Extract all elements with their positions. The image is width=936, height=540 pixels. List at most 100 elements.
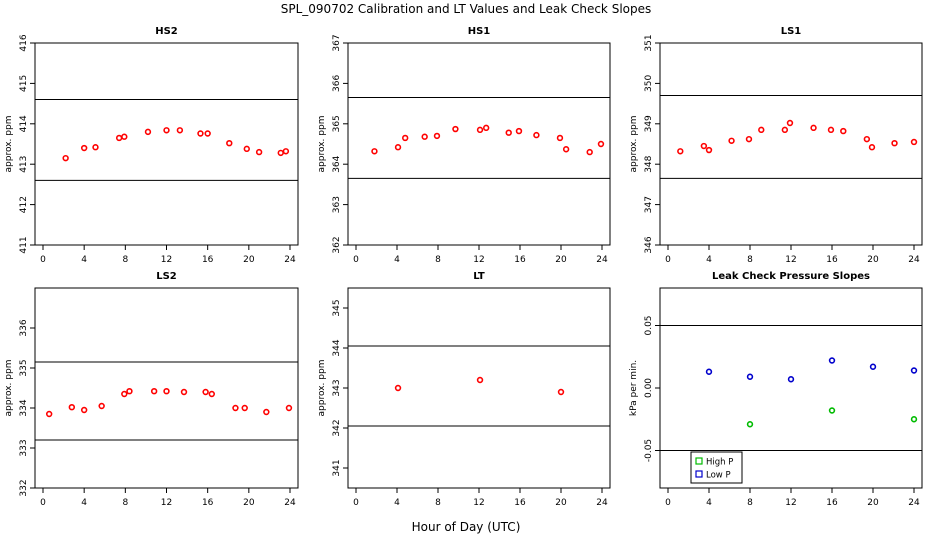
panel-hs1: HS1 approx. ppm 0 4 8 12 16 20 24 362 363 364 365 366… [317, 26, 611, 265]
legend-swatch [695, 470, 703, 478]
data-point-cal [62, 154, 69, 162]
data-point-cal [515, 127, 523, 135]
data-point-cal [745, 135, 753, 143]
y-tick-label: 415 [19, 75, 29, 92]
figure-title: SPL_090702 Calibration and LT Values and… [281, 2, 652, 16]
data-point-cal [163, 388, 170, 395]
plot-frame [34, 42, 299, 246]
y-tick-label: 412 [19, 196, 29, 213]
data-point-cal [226, 139, 233, 147]
data-point-cal [482, 124, 490, 132]
panel-leak-check-pressure-slopes: Leak Check Pressure Slopes kPa per min. 0 4… [629, 271, 923, 508]
data-point-cal [452, 125, 459, 133]
x-tick-label: 12 [785, 498, 796, 508]
panel-title: LS2 [156, 271, 177, 282]
data-point-cal [868, 144, 876, 151]
y-tick-label: 342 [332, 419, 342, 436]
data-point-cal [863, 135, 871, 143]
data-point-lt [557, 388, 565, 396]
y-tick-label: 343 [332, 379, 342, 396]
y-tick-label: 364 [332, 155, 342, 172]
y-tick-label: 362 [332, 236, 342, 253]
data-point-cal [421, 133, 428, 140]
x-tick-label: 0 [665, 255, 671, 265]
x-tick-label: 24 [284, 255, 296, 265]
data-point-low-p [828, 357, 836, 364]
x-tick-label: 24 [596, 255, 608, 265]
data-point-lt [476, 376, 484, 384]
y-tick-label: 335 [19, 359, 29, 376]
y-tick-label: 414 [19, 115, 29, 132]
y-tick-label: 346 [644, 236, 654, 253]
data-point-cal [204, 130, 211, 137]
x-tick-label: 8 [747, 498, 753, 508]
x-tick-label: 24 [908, 255, 920, 265]
x-tick-label: 0 [353, 255, 359, 265]
data-point-high-p [828, 407, 836, 414]
data-point-cal [255, 148, 263, 156]
data-point-cal [810, 124, 817, 132]
y-axis-label: approx. ppm [4, 360, 14, 417]
data-point-low-p [910, 367, 918, 374]
data-point-cal [180, 388, 188, 396]
data-point-cal [150, 388, 158, 395]
data-point-cal [786, 119, 794, 127]
y-axis-label: approx. ppm [317, 360, 327, 417]
plot-frame [347, 287, 611, 489]
data-point-low-p [705, 368, 713, 375]
data-point-cal [115, 134, 123, 142]
x-tick-label: 8 [122, 498, 128, 508]
data-point-cal [700, 142, 708, 150]
data-point-cal [263, 408, 270, 416]
y-tick-label: 333 [19, 439, 29, 456]
panel-title: LT [473, 271, 485, 282]
data-point-cal [121, 133, 128, 140]
data-point-cal [202, 388, 209, 396]
y-tick-label: 366 [332, 75, 342, 92]
x-tick-label: 24 [908, 498, 920, 508]
data-point-cal [176, 127, 184, 134]
y-tick-label: 345 [332, 299, 342, 316]
x-tick-label: 12 [161, 255, 172, 265]
data-point-cal [556, 134, 564, 142]
data-point-cal [80, 406, 88, 414]
data-point-cal [728, 137, 735, 144]
data-point-cal [827, 126, 835, 134]
data-point-cal [910, 138, 918, 146]
y-tick-label: 347 [644, 196, 654, 213]
data-point-cal [282, 148, 290, 155]
x-tick-label: 4 [706, 498, 712, 508]
y-axis-label: approx. ppm [317, 116, 327, 173]
legend-label: High P [706, 458, 733, 468]
y-tick-label: 0.00 [644, 378, 654, 398]
x-tick-label: 24 [596, 498, 608, 508]
x-tick-label: 0 [665, 498, 671, 508]
x-tick-label: 20 [867, 255, 879, 265]
y-axis-label: approx. ppm [4, 116, 14, 173]
data-point-cal [705, 146, 713, 154]
y-tick-label: 350 [644, 75, 654, 92]
x-tick-label: 8 [435, 255, 441, 265]
x-tick-label: 16 [514, 498, 526, 508]
panel-hs2: HS2 approx. ppm 0 4 8 12 16 20 24 411 412 413 414 415… [4, 26, 299, 265]
x-tick-label: 0 [353, 498, 359, 508]
y-tick-label: 334 [19, 399, 29, 416]
data-point-cal [758, 126, 765, 134]
x-tick-label: 4 [81, 498, 87, 508]
x-tick-label: 4 [394, 498, 400, 508]
data-point-cal [80, 144, 88, 152]
x-tick-label: 8 [747, 255, 753, 265]
x-tick-label: 12 [473, 498, 484, 508]
y-tick-label: 411 [19, 236, 29, 253]
data-point-cal [840, 127, 847, 135]
data-point-cal [476, 126, 484, 134]
x-tick-label: 4 [81, 255, 87, 265]
data-point-cal [241, 404, 248, 412]
data-point-cal [163, 127, 170, 134]
data-point-cal [277, 149, 284, 157]
panel-lt: LT approx. ppm 0 4 8 12 16 20 24 341 342 343 344 345 [317, 271, 611, 508]
plot-frame [34, 287, 299, 489]
x-tick-label: 24 [284, 498, 296, 508]
data-point-cal [92, 144, 99, 151]
